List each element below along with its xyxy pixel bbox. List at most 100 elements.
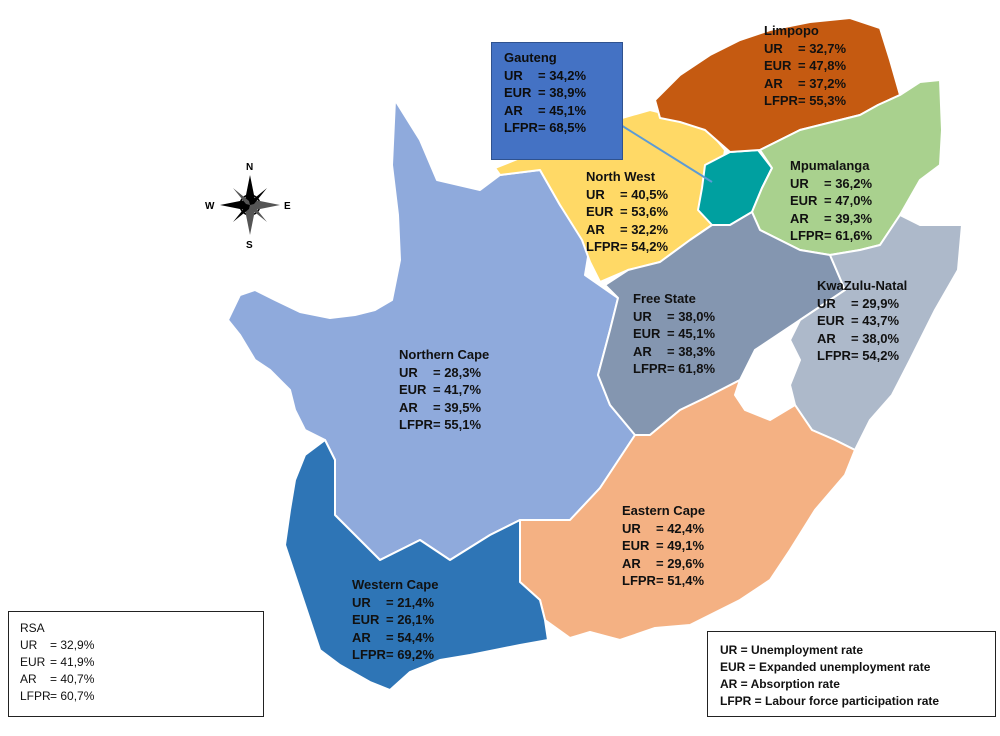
kwazulu-natal-name: KwaZulu-Natal — [817, 278, 908, 293]
stat-key: UR — [790, 175, 809, 191]
stat-key: AR — [817, 330, 836, 346]
northern-cape-stat-row: EUR = 41,7% — [399, 381, 489, 399]
limpopo-label: Limpopo UR = 32,7% EUR = 47,8% AR = 37,2% LFPR=… — [764, 22, 846, 110]
kwazulu-natal-stat-row: LFPR= 54,2% — [817, 347, 907, 365]
stat-key: EUR — [817, 313, 845, 328]
compass-rose-icon — [220, 175, 280, 235]
western-cape-name: Western Cape — [352, 577, 439, 592]
gauteng-label: Gauteng UR = 34,2% EUR = 38,9% AR = 45,1% LFPR=… — [504, 49, 586, 137]
free-state-label: Free State UR = 38,0% EUR = 45,1% AR = 38,3% LF… — [633, 290, 715, 378]
eastern-cape-stat-row: AR = 29,6% — [622, 555, 705, 573]
stat-key: UR — [764, 40, 783, 56]
stat-value: = 34,2% — [538, 67, 587, 83]
eastern-cape-label: Eastern Cape UR = 42,4% EUR = 49,1% AR = 29,6%… — [622, 502, 705, 590]
stat-value: = 53,6% — [620, 204, 669, 219]
abbreviation-legend: UR = Unemployment rate EUR = Expanded une… — [707, 631, 996, 717]
rsa-stat-row: AR = 40,7% — [20, 671, 94, 688]
northern-cape-stat-row: UR = 28,3% — [399, 364, 489, 382]
northern-cape-label: Northern Cape UR = 28,3% EUR = 41,7% AR = 39,5… — [399, 346, 489, 434]
stat-key: UR — [586, 186, 605, 202]
northern-cape-stat-row: AR = 39,5% — [399, 399, 489, 417]
north-west-label: North West UR = 40,5% EUR = 53,6% AR = 32,2% LF… — [586, 168, 668, 256]
stat-value: = 37,2% — [798, 75, 847, 91]
stat-value: = 47,0% — [824, 193, 873, 208]
stat-key: UR — [504, 67, 523, 83]
stat-key: UR — [817, 295, 836, 311]
stat-key: AR — [20, 672, 37, 686]
stat-value: = 28,3% — [433, 364, 482, 380]
free-state-stat-row: UR = 38,0% — [633, 308, 715, 326]
stat-key: AR — [586, 221, 605, 237]
limpopo-stat-row: UR = 32,7% — [764, 40, 846, 58]
stat-value: = 55,3% — [798, 93, 847, 108]
stat-key: LFPR — [764, 93, 798, 108]
stat-value: = 32,9% — [50, 638, 95, 652]
stat-key: LFPR — [586, 239, 620, 254]
stat-value: = 40,7% — [50, 672, 95, 686]
stat-key: LFPR — [399, 417, 433, 432]
western-cape-stat-row: AR = 54,4% — [352, 629, 438, 647]
rsa-stat-row: LFPR= 60,7% — [20, 688, 94, 705]
stat-key: EUR — [352, 612, 380, 627]
stat-value: = 38,3% — [667, 343, 716, 359]
gauteng-stat-row: AR = 45,1% — [504, 102, 586, 120]
northern-cape-stat-row: LFPR= 55,1% — [399, 416, 489, 434]
northern-cape-name: Northern Cape — [399, 347, 490, 362]
stat-value: = 61,8% — [667, 361, 716, 376]
stat-value: = 42,4% — [656, 520, 705, 536]
free-state-stat-row: LFPR= 61,8% — [633, 360, 715, 378]
kwazulu-natal-stat-row: EUR = 43,7% — [817, 312, 907, 330]
compass-east-letter: E — [284, 201, 291, 212]
stat-value: = 61,6% — [824, 228, 873, 243]
free-state-name: Free State — [633, 291, 696, 306]
mpumalanga-stat-row: AR = 39,3% — [790, 210, 872, 228]
north-west-stat-row: AR = 32,2% — [586, 221, 668, 239]
stat-value: = 32,2% — [620, 221, 669, 237]
mpumalanga-label: Mpumalanga UR = 36,2% EUR = 47,0% AR = 39,3% LF… — [790, 157, 872, 245]
free-state-stat-row: AR = 38,3% — [633, 343, 715, 361]
stat-key: EUR — [399, 382, 427, 397]
stat-key: UR — [352, 594, 371, 610]
stat-value: = 38,9% — [538, 85, 587, 100]
stat-key: AR — [622, 555, 641, 571]
stat-value: = 43,7% — [851, 313, 900, 328]
stat-value: = 54,2% — [620, 239, 669, 254]
stat-key: EUR — [622, 538, 650, 553]
stat-key: AR — [504, 102, 523, 118]
stat-value: = 29,6% — [656, 555, 705, 571]
stat-value: = 32,7% — [798, 40, 847, 56]
rsa-summary: RSA UR = 32,9% EUR = 41,9% AR = 40,7% LFPR= 60,… — [20, 620, 94, 705]
stat-key: LFPR — [790, 228, 824, 243]
free-state-stat-row: EUR = 45,1% — [633, 325, 715, 343]
stat-key: LFPR — [633, 361, 667, 376]
stat-value: = 41,9% — [50, 655, 95, 669]
compass-west-letter: W — [205, 201, 215, 212]
stat-key: LFPR — [817, 348, 851, 363]
north-west-stat-row: EUR = 53,6% — [586, 203, 668, 221]
kwazulu-natal-stat-row: UR = 29,9% — [817, 295, 907, 313]
legend-item: UR = Unemployment rate — [720, 643, 864, 657]
rsa-stat-row: EUR = 41,9% — [20, 654, 94, 671]
stat-key: UR — [633, 308, 652, 324]
north-west-stat-row: UR = 40,5% — [586, 186, 668, 204]
stat-key: AR — [352, 629, 371, 645]
stat-value: = 39,5% — [433, 399, 482, 415]
kwazulu-natal-label: KwaZulu-Natal UR = 29,9% EUR = 43,7% AR = 38,0… — [817, 277, 907, 365]
eastern-cape-stat-row: EUR = 49,1% — [622, 537, 705, 555]
stat-key: EUR — [586, 204, 614, 219]
stat-value: = 21,4% — [386, 594, 435, 610]
rsa-summary-box: RSA UR = 32,9% EUR = 41,9% AR = 40,7% LFPR= 60,… — [8, 611, 264, 717]
stat-value: = 45,1% — [667, 326, 716, 341]
mpumalanga-stat-row: LFPR= 61,6% — [790, 227, 872, 245]
north-west-name: North West — [586, 169, 656, 184]
stat-key: EUR — [633, 326, 661, 341]
stat-key: EUR — [20, 655, 46, 669]
legend-item: EUR = Expanded unemployment rate — [720, 660, 931, 674]
compass-south-letter: S — [246, 240, 253, 251]
western-cape-stat-row: EUR = 26,1% — [352, 611, 438, 629]
stat-value: = 60,7% — [50, 689, 95, 703]
rsa-stat-row: UR = 32,9% — [20, 637, 94, 654]
western-cape-label: Western Cape UR = 21,4% EUR = 26,1% AR = 54,4%… — [352, 576, 438, 664]
gauteng-stat-row: LFPR= 68,5% — [504, 119, 586, 137]
gauteng-name: Gauteng — [504, 50, 557, 65]
